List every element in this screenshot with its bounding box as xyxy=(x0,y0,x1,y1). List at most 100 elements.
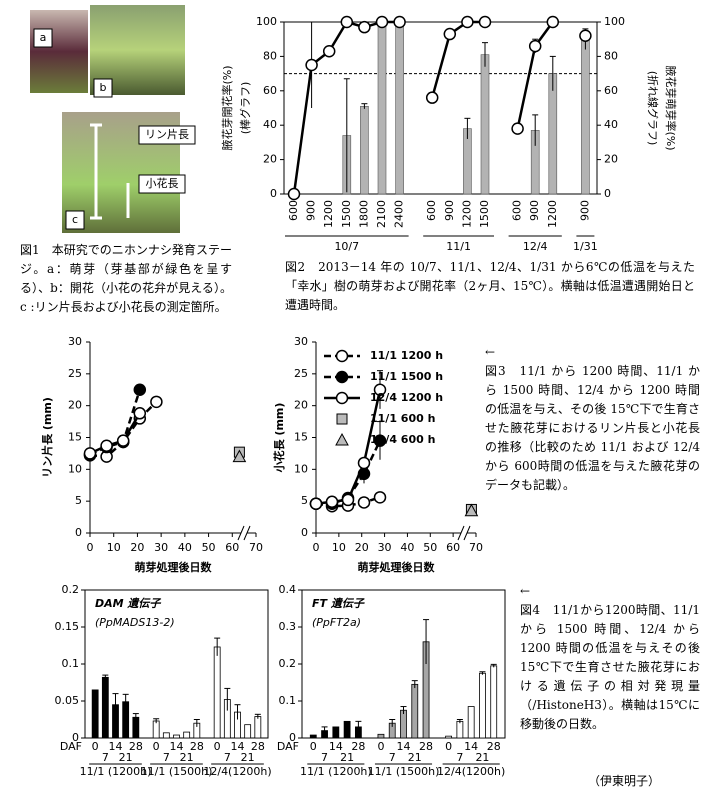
x-tick-label: 28 xyxy=(129,740,143,753)
marker xyxy=(511,122,524,135)
x-tick-label: 0 xyxy=(92,740,99,753)
y-axis-title: 腋花芽開花率(%) xyxy=(220,65,234,150)
arrow: ← xyxy=(485,345,496,359)
x-axis-title: 萌芽処理後日数 xyxy=(358,560,436,574)
x-tick-label: 14 xyxy=(397,740,411,753)
x-tick-label: 50 xyxy=(423,541,437,554)
group-label: 12/4(1200h) xyxy=(203,765,271,778)
line xyxy=(516,21,554,129)
x-tick-label: 0 xyxy=(153,740,160,753)
marker xyxy=(464,503,479,517)
axis-break xyxy=(461,525,467,541)
y-tick-label: 30 xyxy=(68,335,82,348)
axis-break xyxy=(243,525,251,541)
marker xyxy=(335,349,349,363)
y-tick-label: 0 xyxy=(270,187,277,200)
y-tick-label: 25 xyxy=(68,367,82,380)
photo-label: c xyxy=(72,213,78,226)
legend-label: 11/1 600 h xyxy=(370,412,435,425)
group-label: 11/1 (1500h) xyxy=(141,765,213,778)
y-axis-title: リン片長 (mm) xyxy=(40,397,54,478)
photo-label: a xyxy=(40,31,47,44)
x-tick-label: 900 xyxy=(443,200,456,221)
marker xyxy=(443,27,457,41)
x-tick-label: 21 xyxy=(119,751,133,764)
marker xyxy=(373,491,387,504)
marker xyxy=(133,407,147,420)
y-tick-label: 15 xyxy=(294,431,308,444)
x-tick-label: 10 xyxy=(107,541,121,554)
legend-label: 11/1 1500 h xyxy=(370,370,443,383)
y-tick-label: 80 xyxy=(263,49,277,62)
bar xyxy=(244,724,252,739)
y-tick-label: 5 xyxy=(301,494,308,507)
x-tick-label: 60 xyxy=(225,541,239,554)
x-tick-label: 1200 xyxy=(546,200,559,228)
x-tick-label: 900 xyxy=(305,200,318,221)
x-tick-label: 50 xyxy=(202,541,216,554)
bar xyxy=(183,731,191,739)
group-label: 11/1 (1500h) xyxy=(368,765,440,778)
y-tick-label: 20 xyxy=(294,399,308,412)
x-tick-label: 21 xyxy=(475,751,489,764)
x-tick-label: 40 xyxy=(178,541,192,554)
y2-tick-label: 60 xyxy=(604,84,618,97)
marker xyxy=(373,434,387,447)
photo-label: b xyxy=(100,81,107,94)
y-tick-label: 0.4 xyxy=(279,583,297,596)
x-tick-label: 7 xyxy=(321,751,328,764)
x-tick-label: 20 xyxy=(130,541,144,554)
axis-break xyxy=(237,525,245,541)
marker xyxy=(375,15,389,29)
marker xyxy=(335,370,349,384)
x-tick-label: 30 xyxy=(154,541,168,554)
y2-axis-title: (折れ線グラフ) xyxy=(646,71,660,146)
bar xyxy=(173,734,180,739)
x-tick-label: 21 xyxy=(180,751,194,764)
marker xyxy=(100,439,113,453)
x-tick-label: 28 xyxy=(487,740,501,753)
bar xyxy=(213,646,221,739)
y-tick-label: 20 xyxy=(68,399,82,412)
x-tick-label: 14 xyxy=(109,740,123,753)
annotation: リン片長 xyxy=(145,128,189,141)
group-label: 10/7 xyxy=(334,240,359,253)
series-line xyxy=(315,389,382,505)
bar xyxy=(581,38,590,195)
label-box xyxy=(33,28,53,48)
chart-title: FT 遺伝子 xyxy=(312,597,365,610)
marker xyxy=(425,91,439,104)
bar xyxy=(343,720,351,739)
bar xyxy=(479,672,486,739)
y-tick-label: 0.15 xyxy=(55,620,80,633)
x-tick-label: 0 xyxy=(214,740,221,753)
photo-a xyxy=(30,10,88,93)
axis-break xyxy=(241,525,247,541)
marker xyxy=(150,395,163,409)
x-tick-label: 70 xyxy=(469,541,483,554)
figure1-caption: 図1 本研究でのニホンナシ発育ステージ。a：萌芽（芽基部が緑色を呈する）、b：開… xyxy=(20,243,232,314)
annotation-box xyxy=(138,174,186,194)
line xyxy=(430,20,485,99)
x-tick-label: 600 xyxy=(425,200,438,221)
legend-label: 11/1 1200 h xyxy=(370,349,443,362)
marker xyxy=(357,456,371,470)
x-tick-label: 14 xyxy=(231,740,245,753)
y-tick-label: 60 xyxy=(263,84,277,97)
bar xyxy=(91,689,99,739)
axis-break xyxy=(457,525,465,541)
x-tick-label: 70 xyxy=(249,541,263,554)
y-tick-label: 0.05 xyxy=(55,694,80,707)
x-tick-label: 0 xyxy=(310,740,317,753)
x-tick-label: 1200 xyxy=(322,200,335,228)
arrow: ← xyxy=(520,584,531,598)
marker xyxy=(528,39,542,53)
y-tick-label: 10 xyxy=(294,462,308,475)
marker xyxy=(287,187,301,201)
y-axis-title: 小花長 (mm) xyxy=(272,403,286,474)
y-tick-label: 40 xyxy=(263,118,277,131)
x-tick-label: 28 xyxy=(419,740,433,753)
y-tick-label: 0 xyxy=(289,731,296,744)
x-tick-label: 900 xyxy=(528,200,541,221)
